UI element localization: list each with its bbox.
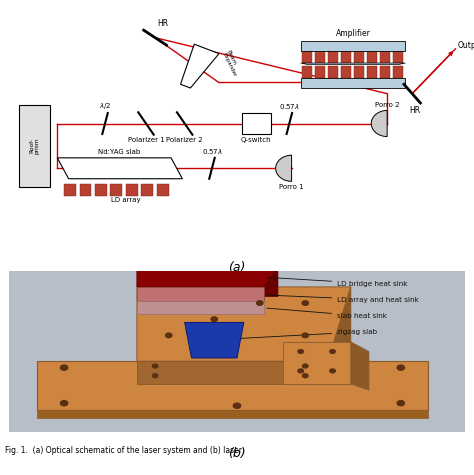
Bar [354, 51, 364, 63]
Polygon shape [185, 323, 244, 358]
Text: LD array and heat sink: LD array and heat sink [267, 295, 419, 303]
Polygon shape [137, 287, 351, 361]
Bar [301, 41, 405, 51]
Bar [302, 51, 312, 63]
Polygon shape [57, 158, 182, 179]
Text: Beam
Expander: Beam Expander [221, 50, 241, 78]
Polygon shape [137, 302, 264, 314]
Circle shape [211, 317, 218, 322]
Text: HR: HR [409, 105, 420, 114]
Bar [242, 113, 271, 134]
Bar [157, 184, 169, 196]
Bar [80, 184, 91, 196]
Polygon shape [37, 361, 428, 409]
Circle shape [298, 350, 303, 353]
Text: HR: HR [157, 19, 168, 28]
Bar [64, 184, 76, 196]
Polygon shape [351, 342, 369, 390]
Text: slab heat sink: slab heat sink [267, 308, 387, 319]
Wedge shape [371, 111, 387, 137]
Circle shape [302, 364, 308, 368]
Circle shape [302, 333, 309, 338]
Bar [354, 66, 364, 78]
Polygon shape [137, 361, 328, 384]
Circle shape [330, 350, 335, 353]
Polygon shape [283, 342, 351, 384]
Text: Polarizer 2: Polarizer 2 [166, 137, 203, 143]
Circle shape [152, 364, 158, 368]
Bar [141, 184, 153, 196]
Text: Q-switch: Q-switch [241, 137, 272, 143]
Bar [341, 66, 351, 78]
Polygon shape [301, 63, 405, 65]
Bar [380, 51, 390, 63]
Polygon shape [328, 287, 351, 384]
Text: LD array: LD array [111, 198, 140, 203]
Text: Amplifier: Amplifier [336, 29, 371, 38]
Bar [367, 66, 377, 78]
Polygon shape [264, 267, 278, 296]
Bar [315, 51, 325, 63]
Circle shape [152, 374, 158, 378]
Text: Nd:YAG slab: Nd:YAG slab [98, 149, 140, 155]
Bar [126, 184, 138, 196]
Circle shape [61, 400, 68, 406]
Bar [393, 51, 403, 63]
Bar [341, 51, 351, 63]
Polygon shape [137, 287, 264, 302]
Wedge shape [276, 155, 292, 181]
Circle shape [298, 369, 303, 373]
Polygon shape [137, 267, 278, 287]
Polygon shape [181, 44, 219, 88]
Text: (b): (b) [228, 447, 246, 460]
Circle shape [397, 365, 404, 370]
Text: 0.57$\lambda$: 0.57$\lambda$ [202, 147, 222, 156]
Polygon shape [37, 409, 428, 418]
Bar [95, 184, 107, 196]
Text: Polarizer 1: Polarizer 1 [128, 137, 164, 143]
Text: $\lambda$/2: $\lambda$/2 [99, 101, 111, 111]
Circle shape [397, 400, 404, 406]
Bar [301, 78, 405, 88]
Text: zigzag slab: zigzag slab [240, 329, 377, 338]
Bar [367, 51, 377, 63]
Circle shape [302, 301, 309, 305]
Bar [302, 66, 312, 78]
Circle shape [61, 365, 68, 370]
Text: Roof-
prism: Roof- prism [29, 138, 39, 154]
Circle shape [165, 333, 172, 338]
Text: Output: Output [458, 41, 474, 49]
Bar [18, 105, 50, 187]
Text: LD bridge heat sink: LD bridge heat sink [267, 277, 408, 287]
Circle shape [233, 403, 241, 408]
Text: Fig. 1.  (a) Optical schematic of the laser system and (b) laser: Fig. 1. (a) Optical schematic of the las… [5, 446, 242, 455]
Bar [328, 66, 338, 78]
Text: Porro 1: Porro 1 [279, 184, 304, 190]
Circle shape [302, 374, 308, 378]
Bar [393, 66, 403, 78]
Bar [380, 66, 390, 78]
Text: 0.57$\lambda$: 0.57$\lambda$ [279, 102, 300, 111]
Circle shape [330, 369, 335, 373]
Text: (a): (a) [228, 261, 246, 274]
Bar [315, 66, 325, 78]
Bar [328, 51, 338, 63]
Circle shape [256, 301, 263, 305]
Text: Porro 2: Porro 2 [375, 102, 400, 108]
Bar [110, 184, 122, 196]
